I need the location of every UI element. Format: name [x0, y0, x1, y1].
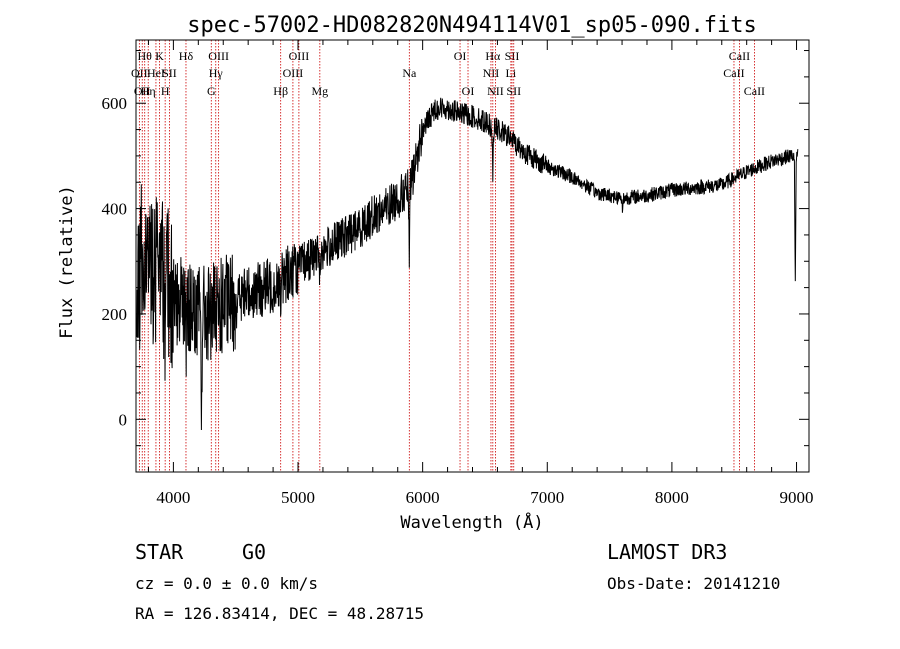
- line-marker-label: CaII: [723, 66, 744, 80]
- line-marker-label: G: [207, 84, 216, 98]
- line-marker-layer: OIIOIIHθHηHeIKHSIIHδGHγOIIIHβOIIIOIIIMgN…: [131, 40, 765, 472]
- x-tick-label: 9000: [780, 488, 814, 507]
- line-marker-label: OI: [462, 84, 475, 98]
- y-tick-label: 600: [102, 94, 128, 113]
- redshift-readout: cz = 0.0 ± 0.0 km/s: [135, 574, 319, 593]
- spectrum-trace: [136, 97, 799, 431]
- x-axis-label: Wavelength (Å): [400, 511, 543, 533]
- line-marker-label: OIII: [289, 49, 310, 63]
- line-marker-label: NII: [483, 66, 500, 80]
- line-marker-label: OII: [134, 84, 151, 98]
- line-marker-label: CaII: [729, 49, 750, 63]
- line-marker-label: H: [161, 84, 170, 98]
- chart-title: spec-57002-HD082820N494114V01_sp05-090.f…: [187, 13, 757, 38]
- x-tick-label: 7000: [530, 488, 564, 507]
- y-tick-label: 200: [102, 305, 128, 324]
- line-marker-label: CaII: [744, 84, 765, 98]
- line-marker-label: Hβ: [273, 84, 288, 98]
- x-tick-label: 5000: [281, 488, 315, 507]
- spectrum-layer: [136, 97, 799, 431]
- line-marker-label: Na: [402, 66, 417, 80]
- line-marker-label: OI: [454, 49, 467, 63]
- line-marker-label: Mg: [311, 84, 328, 98]
- plot-frame: [135, 39, 810, 473]
- obs-date: Obs-Date: 20141210: [607, 574, 781, 593]
- line-marker-label: SII: [162, 66, 177, 80]
- line-marker-label: Hη: [141, 84, 156, 98]
- line-marker-label: OIII: [283, 66, 304, 80]
- survey-name: LAMOST DR3: [607, 540, 728, 564]
- line-marker-label: K: [155, 49, 164, 63]
- axis-tick-layer: 4000 5000 6000 7000 8000 9000 0 200 400 600: [102, 40, 814, 507]
- line-marker-label: Hθ: [138, 49, 153, 63]
- y-tick-label: 400: [102, 200, 128, 219]
- x-tick-label: 8000: [655, 488, 689, 507]
- line-marker-label: SII: [506, 84, 521, 98]
- line-marker-label: Li: [506, 66, 517, 80]
- y-tick-label: 0: [119, 410, 128, 429]
- coordinates: RA = 126.83414, DEC = 48.28715: [135, 604, 424, 623]
- line-marker-label: Hα: [485, 49, 501, 63]
- line-marker-label: Hδ: [179, 49, 194, 63]
- line-marker-label: NII: [487, 84, 504, 98]
- line-marker-label: SII: [505, 49, 520, 63]
- line-marker-label: HeI: [147, 66, 165, 80]
- line-marker-label: OII: [131, 66, 148, 80]
- x-tick-label: 6000: [406, 488, 440, 507]
- line-marker-label: OIII: [208, 49, 229, 63]
- line-marker-label: Hγ: [209, 66, 224, 80]
- object-subclass: G0: [242, 540, 267, 564]
- y-axis-label: Flux (relative): [57, 185, 77, 339]
- object-class: STAR: [135, 540, 184, 564]
- x-tick-label: 4000: [156, 488, 190, 507]
